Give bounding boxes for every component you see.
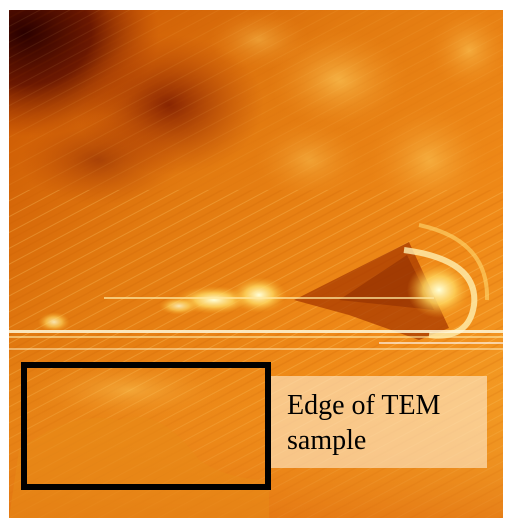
afm-height-map: [9, 10, 503, 518]
annotation-label: Edge of TEM sample: [271, 376, 487, 468]
region-highlight-box: [21, 362, 271, 490]
afm-image: [9, 10, 503, 518]
